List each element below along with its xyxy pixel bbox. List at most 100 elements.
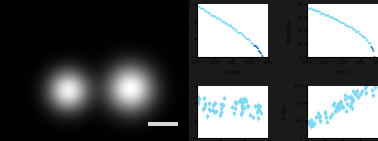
Point [209, 15, 215, 17]
Point [369, 48, 375, 50]
Point [362, 36, 368, 39]
Point [255, 47, 261, 49]
Point [243, 37, 249, 39]
Point [197, 6, 203, 8]
Point [359, 34, 365, 37]
Point [204, 10, 210, 12]
Point [218, 19, 224, 21]
Point [339, 21, 345, 24]
Point [338, 22, 344, 24]
Point [240, 34, 246, 37]
Point [231, 27, 237, 29]
Point [359, 36, 366, 38]
Point [205, 11, 211, 14]
Point [325, 14, 332, 16]
Point [358, 33, 364, 36]
Point [316, 10, 322, 13]
Point [331, 18, 337, 20]
Point [343, 25, 349, 27]
Point [351, 28, 357, 31]
Point [208, 14, 214, 17]
Point [198, 7, 204, 10]
Point [344, 25, 350, 27]
Y-axis label: K (Pa): K (Pa) [282, 105, 287, 119]
Point [353, 31, 359, 33]
Point [230, 28, 236, 30]
Point [305, 7, 311, 9]
Point [349, 26, 355, 28]
Point [225, 24, 231, 26]
X-axis label: h (nm): h (nm) [224, 70, 240, 75]
Point [211, 16, 217, 18]
Point [232, 29, 239, 32]
Point [224, 22, 230, 25]
Point [212, 15, 218, 18]
Point [364, 39, 370, 42]
Point [220, 21, 226, 23]
Point [200, 7, 206, 10]
Point [249, 42, 256, 44]
Point [245, 38, 251, 41]
Point [363, 37, 369, 40]
Point [330, 17, 336, 19]
Point [311, 8, 317, 11]
Point [337, 21, 343, 23]
Point [350, 28, 356, 30]
Point [228, 24, 234, 27]
X-axis label: h(nm): h(nm) [335, 70, 350, 75]
Point [310, 9, 316, 11]
Y-axis label: stress(Pa): stress(Pa) [287, 19, 292, 42]
Point [201, 9, 208, 11]
Point [196, 6, 202, 8]
Point [206, 12, 212, 14]
Point [321, 13, 327, 15]
Point [348, 26, 354, 29]
Point [234, 29, 240, 31]
Point [222, 21, 228, 23]
Point [239, 33, 245, 36]
Point [328, 17, 335, 19]
Point [251, 45, 257, 47]
Point [329, 16, 335, 18]
Point [346, 26, 352, 28]
Point [248, 42, 254, 44]
Point [194, 5, 200, 7]
Point [364, 39, 370, 41]
Point [354, 30, 360, 33]
Point [242, 36, 248, 38]
Point [321, 13, 327, 16]
Point [251, 43, 257, 46]
Point [345, 25, 351, 27]
Point [316, 11, 322, 13]
Point [367, 42, 373, 45]
Point [210, 15, 216, 17]
Y-axis label: stress (Pa): stress (Pa) [177, 18, 181, 43]
Point [308, 7, 314, 10]
Point [318, 13, 324, 16]
Point [304, 7, 310, 9]
Point [207, 12, 213, 14]
Y-axis label: K (Pa): K (Pa) [172, 105, 177, 119]
Point [203, 10, 209, 12]
Point [259, 55, 265, 57]
Point [336, 20, 342, 23]
Point [372, 56, 378, 58]
Point [361, 35, 367, 38]
Point [370, 50, 376, 52]
Point [226, 24, 232, 27]
Point [256, 50, 262, 52]
Point [324, 14, 330, 17]
Point [195, 5, 201, 8]
Point [326, 16, 332, 18]
Point [327, 16, 333, 19]
Point [334, 18, 340, 21]
Point [322, 15, 328, 17]
Point [244, 38, 250, 40]
Point [307, 8, 313, 10]
Point [324, 14, 330, 16]
Point [237, 32, 243, 34]
Point [227, 25, 233, 27]
Point [357, 33, 363, 35]
Point [333, 19, 339, 21]
Point [352, 29, 358, 31]
